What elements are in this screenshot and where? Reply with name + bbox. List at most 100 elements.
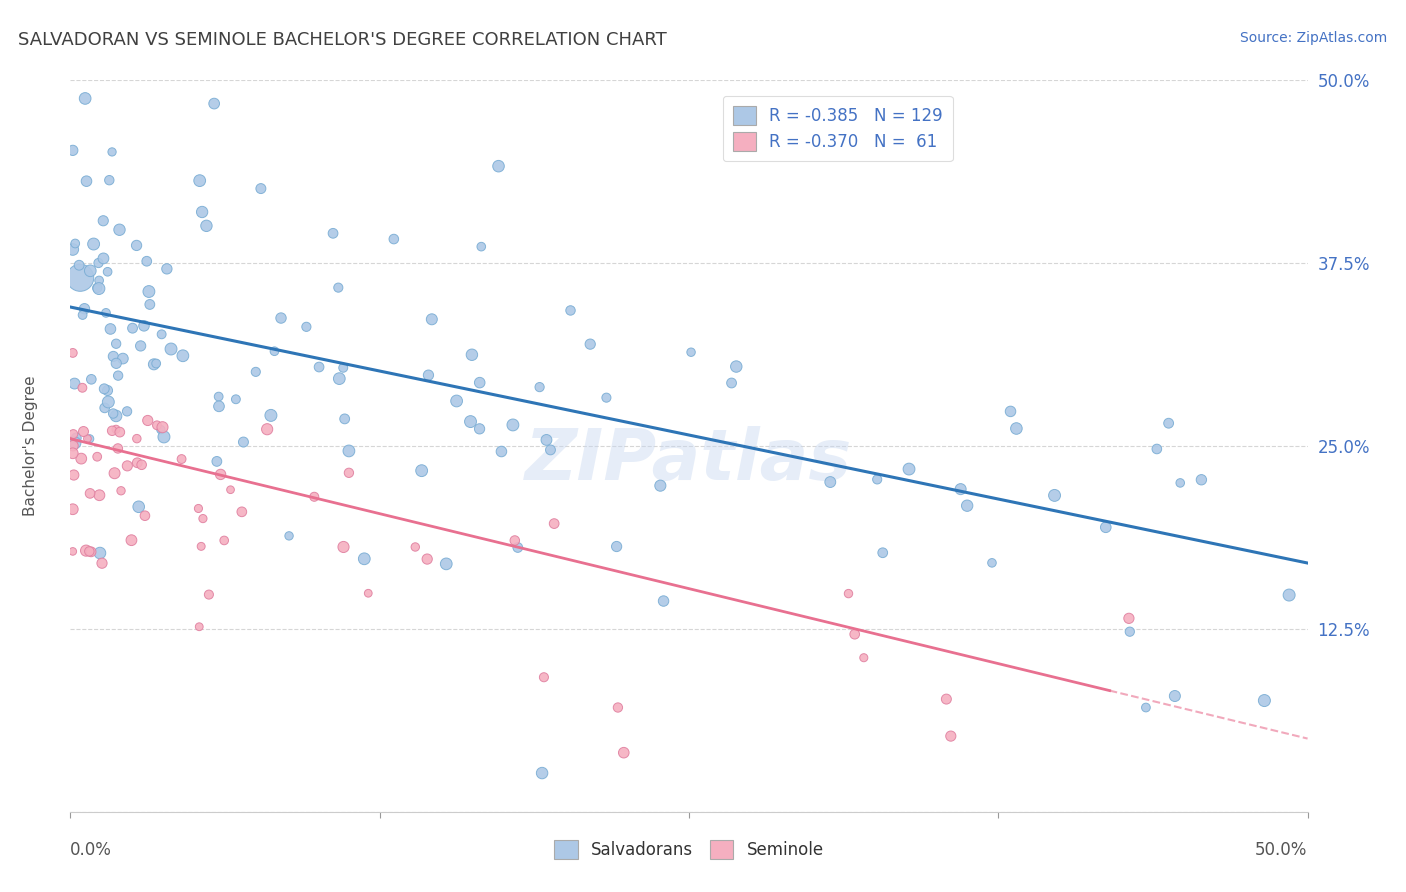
Point: [382, 232, 405, 246]
Point: [434, 557, 457, 571]
Legend: Salvadorans, Seminole: Salvadorans, Seminole: [548, 833, 830, 865]
Point: [94, 306, 117, 320]
Point: [939, 729, 962, 743]
Point: [80, 372, 103, 386]
Text: Source: ZipAtlas.com: Source: ZipAtlas.com: [1240, 31, 1388, 45]
Point: [188, 174, 211, 188]
Point: [103, 350, 125, 364]
Point: [304, 490, 326, 504]
Point: [250, 181, 273, 195]
Point: [63, 236, 86, 251]
Point: [139, 297, 162, 311]
Point: [595, 391, 617, 405]
Point: [89, 546, 111, 560]
Point: [103, 467, 125, 481]
Point: [232, 435, 254, 450]
Point: [420, 312, 443, 326]
Point: [295, 319, 318, 334]
Point: [328, 371, 350, 385]
Point: [1278, 588, 1301, 602]
Point: [337, 466, 360, 480]
Point: [67, 258, 90, 272]
Point: [328, 280, 350, 294]
Point: [187, 501, 209, 516]
Point: [62, 243, 84, 257]
Point: [506, 541, 529, 555]
Point: [333, 412, 356, 426]
Point: [981, 556, 1004, 570]
Point: [190, 540, 212, 554]
Point: [1253, 693, 1275, 707]
Point: [1000, 404, 1022, 418]
Point: [337, 444, 360, 458]
Point: [404, 540, 426, 554]
Point: [93, 401, 115, 415]
Point: [87, 256, 110, 270]
Point: [446, 394, 468, 409]
Point: [488, 159, 510, 173]
Point: [101, 424, 124, 438]
Point: [79, 264, 101, 278]
Point: [543, 516, 565, 531]
Point: [416, 552, 439, 566]
Point: [652, 594, 675, 608]
Point: [270, 311, 292, 326]
Point: [105, 336, 128, 351]
Point: [503, 533, 526, 548]
Point: [87, 273, 110, 287]
Point: [1119, 624, 1142, 639]
Point: [468, 376, 491, 390]
Point: [820, 475, 842, 489]
Point: [125, 238, 148, 252]
Point: [935, 692, 957, 706]
Point: [63, 376, 86, 391]
Point: [128, 500, 150, 514]
Point: [191, 205, 214, 219]
Point: [80, 545, 103, 559]
Point: [411, 464, 433, 478]
Point: [96, 384, 118, 398]
Point: [62, 346, 84, 360]
Point: [127, 456, 149, 470]
Point: [308, 359, 330, 374]
Point: [949, 482, 972, 496]
Point: [120, 533, 142, 548]
Text: SALVADORAN VS SEMINOLE BACHELOR'S DEGREE CORRELATION CHART: SALVADORAN VS SEMINOLE BACHELOR'S DEGREE…: [18, 31, 666, 49]
Point: [107, 368, 129, 383]
Point: [172, 349, 194, 363]
Point: [153, 430, 176, 444]
Point: [332, 360, 354, 375]
Point: [75, 543, 97, 558]
Point: [101, 145, 124, 159]
Point: [117, 458, 139, 473]
Point: [579, 337, 602, 351]
Point: [202, 96, 225, 111]
Point: [533, 670, 555, 684]
Point: [108, 223, 131, 237]
Point: [357, 586, 380, 600]
Text: 0.0%: 0.0%: [70, 841, 112, 859]
Point: [62, 468, 84, 483]
Text: Bachelor's Degree: Bachelor's Degree: [24, 376, 38, 516]
Point: [97, 395, 120, 409]
Point: [205, 454, 228, 468]
Point: [502, 417, 524, 432]
Point: [322, 227, 344, 241]
Point: [136, 413, 159, 427]
Point: [225, 392, 247, 407]
Point: [956, 499, 979, 513]
Point: [142, 357, 165, 371]
Point: [208, 390, 231, 404]
Point: [89, 488, 111, 502]
Point: [111, 351, 134, 366]
Point: [195, 219, 218, 233]
Point: [650, 478, 672, 492]
Point: [62, 439, 84, 453]
Point: [79, 544, 101, 558]
Point: [529, 380, 551, 394]
Point: [1094, 520, 1116, 534]
Point: [76, 174, 98, 188]
Point: [156, 261, 179, 276]
Point: [63, 435, 86, 450]
Point: [125, 432, 148, 446]
